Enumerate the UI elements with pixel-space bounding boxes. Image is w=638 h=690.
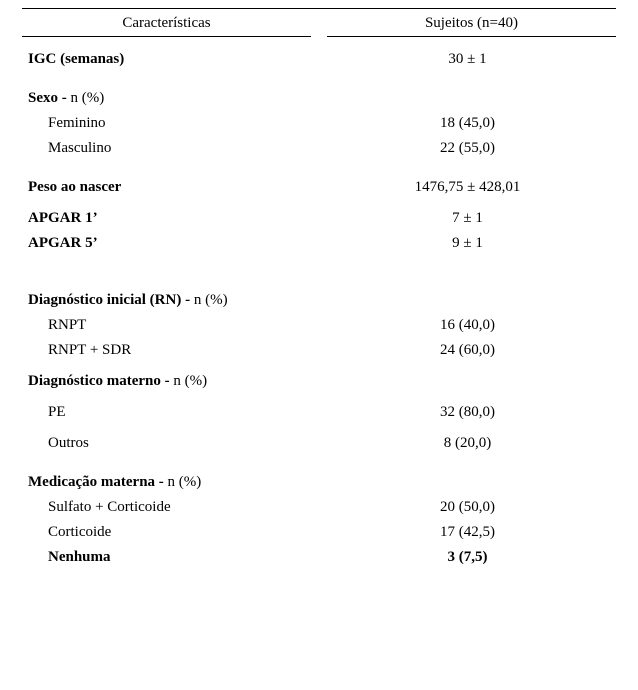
label-pe: PE [22, 404, 319, 421]
row-rnpt: RNPT 16 (40,0) [22, 317, 616, 334]
value-rnpt-sdr: 24 (60,0) [319, 342, 616, 359]
value-pe: 32 (80,0) [319, 404, 616, 421]
row-apgar5: APGAR 5’ 9 ± 1 [22, 235, 616, 252]
heading-sexo: Sexo - n (%) [22, 90, 319, 107]
row-corticoide: Corticoide 17 (42,5) [22, 524, 616, 541]
row-diag-rn-heading: Diagnóstico inicial (RN) - n (%) [22, 292, 616, 309]
row-diag-mat-heading: Diagnóstico materno - n (%) [22, 373, 616, 390]
header-subjects: Sujeitos (n=40) [327, 9, 616, 37]
label-corticoide: Corticoide [22, 524, 319, 541]
header-characteristics: Características [22, 9, 311, 37]
table-header-row: Características Sujeitos (n=40) [22, 8, 616, 37]
label-masculino: Masculino [22, 140, 319, 157]
value-sulfato: 20 (50,0) [319, 499, 616, 516]
label-peso: Peso ao nascer [22, 179, 319, 196]
row-rnpt-sdr: RNPT + SDR 24 (60,0) [22, 342, 616, 359]
characteristics-table: Características Sujeitos (n=40) IGC (sem… [0, 0, 638, 580]
label-outros: Outros [22, 435, 319, 452]
heading-diag-mat-main: Diagnóstico materno - [28, 373, 173, 389]
row-sexo-feminino: Feminino 18 (45,0) [22, 115, 616, 132]
value-outros: 8 (20,0) [319, 435, 616, 452]
heading-diag-mat: Diagnóstico materno - n (%) [22, 373, 319, 390]
label-rnpt-sdr: RNPT + SDR [22, 342, 319, 359]
heading-med-mat: Medicação materna - n (%) [22, 474, 319, 491]
value-feminino: 18 (45,0) [319, 115, 616, 132]
value-apgar5: 9 ± 1 [319, 235, 616, 252]
label-apgar5: APGAR 5’ [22, 235, 319, 252]
label-apgar1: APGAR 1’ [22, 210, 319, 227]
row-pe: PE 32 (80,0) [22, 404, 616, 421]
row-sexo-masculino: Masculino 22 (55,0) [22, 140, 616, 157]
row-igc: IGC (semanas) 30 ± 1 [22, 51, 616, 68]
heading-sexo-suffix: n (%) [71, 90, 105, 106]
label-feminino: Feminino [22, 115, 319, 132]
row-med-mat-heading: Medicação materna - n (%) [22, 474, 616, 491]
row-nenhuma: Nenhuma 3 (7,5) [22, 549, 616, 566]
value-igc: 30 ± 1 [319, 51, 616, 68]
heading-diag-rn: Diagnóstico inicial (RN) - n (%) [22, 292, 319, 309]
label-sulfato: Sulfato + Corticoide [22, 499, 319, 516]
row-sexo-heading: Sexo - n (%) [22, 90, 616, 107]
value-apgar1: 7 ± 1 [319, 210, 616, 227]
value-rnpt: 16 (40,0) [319, 317, 616, 334]
row-peso: Peso ao nascer 1476,75 ± 428,01 [22, 179, 616, 196]
heading-med-mat-main: Medicação materna - [28, 474, 168, 490]
row-sulfato: Sulfato + Corticoide 20 (50,0) [22, 499, 616, 516]
heading-diag-rn-suffix: n (%) [194, 292, 228, 308]
heading-diag-rn-main: Diagnóstico inicial (RN) - [28, 292, 194, 308]
label-nenhuma: Nenhuma [22, 549, 319, 566]
value-nenhuma: 3 (7,5) [319, 549, 616, 566]
label-rnpt: RNPT [22, 317, 319, 334]
value-masculino: 22 (55,0) [319, 140, 616, 157]
value-peso: 1476,75 ± 428,01 [319, 179, 616, 196]
label-igc: IGC (semanas) [22, 51, 319, 68]
value-corticoide: 17 (42,5) [319, 524, 616, 541]
heading-diag-mat-suffix: n (%) [173, 373, 207, 389]
row-outros: Outros 8 (20,0) [22, 435, 616, 452]
heading-med-mat-suffix: n (%) [168, 474, 202, 490]
row-apgar1: APGAR 1’ 7 ± 1 [22, 210, 616, 227]
heading-sexo-main: Sexo - [28, 90, 71, 106]
